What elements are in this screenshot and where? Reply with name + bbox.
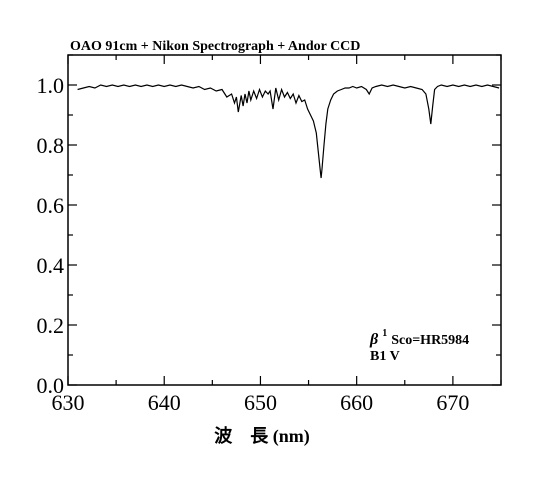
star-name: Sco=HR5984 xyxy=(391,333,469,348)
x-tick-label: 650 xyxy=(244,390,277,415)
spectrum-series-line xyxy=(77,84,500,179)
spectral-type: B1 V xyxy=(370,349,400,364)
y-tick-label: 0.4 xyxy=(37,253,65,278)
x-tick-label: 630 xyxy=(52,390,85,415)
y-tick-label: 0.8 xyxy=(37,133,65,158)
x-tick-label: 640 xyxy=(148,390,181,415)
x-axis-label: 波 長 (nm) xyxy=(214,425,310,447)
star-symbol: β xyxy=(369,331,379,348)
svg-text:β 1 Sco=HR5984: β 1 Sco=HR5984 xyxy=(369,323,469,348)
y-tick-label: 1.0 xyxy=(37,73,65,98)
plot-frame xyxy=(67,54,502,386)
y-tick-label: 0.2 xyxy=(37,313,65,338)
axis-ticks xyxy=(67,54,502,386)
chart-title: OAO 91cm + Nikon Spectrograph + Andor CC… xyxy=(70,39,360,54)
x-tick-label: 670 xyxy=(436,390,469,415)
y-tick-label: 0.6 xyxy=(37,193,65,218)
star-superscript: 1 xyxy=(382,328,387,339)
y-tick-label: 0.0 xyxy=(37,373,65,398)
star-annotation: β 1 Sco=HR5984 B1 V xyxy=(369,323,469,364)
axis-tick-labels: 630 640 650 660 670 0.0 0.2 0.4 0.6 0.8 1.0 xyxy=(37,73,470,415)
x-tick-label: 660 xyxy=(340,390,373,415)
